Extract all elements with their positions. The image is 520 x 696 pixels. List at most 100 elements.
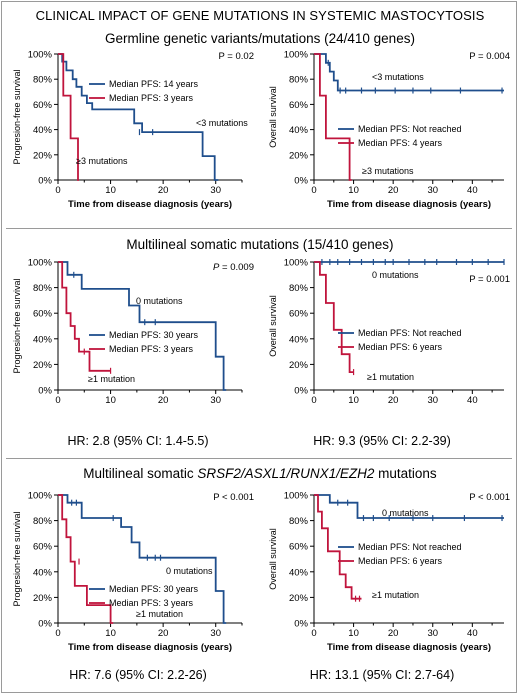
km-curve-high-risk — [58, 261, 111, 372]
y-tick-label: 100% — [284, 491, 309, 502]
y-axis-label: Progresion-free survival — [12, 69, 22, 164]
y-tick-label: 100% — [28, 491, 53, 502]
hazard-ratio-multilineal-os: HR: 9.3 (95% CI: 2.2-39) — [313, 434, 451, 448]
y-tick-label: 0% — [38, 386, 52, 397]
series-label: 0 mutations — [166, 566, 213, 576]
gene-names: SRSF2/ASXL1/RUNX1/EZH2 — [197, 466, 375, 481]
y-axis-label: Overall survival — [268, 295, 278, 357]
y-tick-label: 20% — [289, 593, 309, 604]
y-axis-label: Progresion-free survival — [12, 278, 22, 373]
p-value-text: = 0.009 — [219, 262, 254, 273]
section-title-germline: Germline genetic variants/mutations (24/… — [105, 31, 415, 46]
y-tick-label: 20% — [33, 360, 53, 371]
x-tick-label: 10 — [348, 185, 359, 196]
hazard-ratio-srsf2-os: HR: 13.1 (95% CI: 2.7-64) — [309, 668, 455, 682]
x-tick-label: 30 — [427, 185, 438, 196]
legend-label: Median PFS: Not reached — [358, 542, 462, 552]
km-curve-low-risk — [58, 53, 219, 181]
x-tick-label: 10 — [105, 628, 116, 639]
series-label: <3 mutations — [196, 118, 248, 128]
y-axis-label: Overall survival — [268, 86, 278, 148]
series-label: <3 mutations — [372, 72, 424, 82]
km-plot-srsf2-pfs: 0% 20% 40% 60% 80% 100% 0 10 20 30 Progresion-free… — [12, 491, 254, 654]
p-value: P = 0.02 — [219, 51, 255, 62]
y-tick-label: 40% — [33, 125, 53, 136]
x-tick-label: 30 — [210, 185, 221, 196]
x-tick-label: 20 — [388, 628, 399, 639]
km-plot-multilineal-os: 0% 20% 40% 60% 80% 100% 0 10 20 30 40 Overall survi… — [268, 258, 510, 407]
x-tick-label: 10 — [348, 395, 359, 406]
km-curve-low-risk — [58, 261, 227, 391]
y-tick-label: 100% — [28, 258, 53, 269]
x-tick-label: 0 — [55, 395, 60, 406]
p-value-text: < 0.001 — [219, 492, 254, 503]
y-tick-label: 80% — [33, 283, 53, 294]
series-label: ≥1 mutation — [88, 374, 135, 384]
y-tick-label: 60% — [289, 100, 309, 111]
y-tick-label: 60% — [289, 542, 309, 553]
legend-label: Median PFS: Not reached — [358, 328, 462, 338]
p-value: P = 0.009 — [213, 262, 254, 273]
x-axis-label: Time from disease diagnosis (years) — [68, 199, 232, 210]
legend-label: Median PFS: 3 years — [109, 344, 194, 354]
legend-label: Median PFS: 30 years — [109, 330, 199, 340]
km-plot-germline-os: 0% 20% 40% 60% 80% 100% 0 10 20 30 40 Overall survi… — [268, 50, 510, 211]
series-label: 0 mutations — [382, 508, 429, 518]
legend-label: Median PFS: 30 years — [109, 584, 199, 594]
p-value-symbol: P — [469, 274, 475, 285]
y-axis-label: Progresion-free survival — [12, 511, 22, 606]
km-plot-germline-pfs: 0% 20% 40% 60% 80% 100% 0 10 20 30 Progresion-free… — [12, 50, 255, 211]
km-curve-low-risk — [58, 494, 227, 624]
x-tick-label: 10 — [105, 395, 116, 406]
x-axis-label: Time from disease diagnosis (years) — [68, 642, 232, 653]
x-tick-label: 40 — [467, 628, 478, 639]
y-tick-label: 80% — [289, 75, 309, 86]
legend-label: Median PFS: 3 years — [109, 598, 194, 608]
y-tick-label: 40% — [289, 125, 309, 136]
km-plot-srsf2-os: 0% 20% 40% 60% 80% 100% 0 10 20 30 40 Overall survi… — [268, 491, 510, 654]
x-tick-label: 30 — [210, 628, 221, 639]
series-label: 0 mutations — [372, 270, 419, 280]
y-tick-label: 80% — [289, 516, 309, 527]
x-tick-label: 10 — [348, 628, 359, 639]
y-tick-label: 40% — [289, 567, 309, 578]
y-tick-label: 20% — [289, 150, 309, 161]
p-value-text: = 0.004 — [475, 51, 510, 62]
y-tick-label: 100% — [28, 50, 53, 61]
y-tick-label: 80% — [33, 75, 53, 86]
y-tick-label: 60% — [289, 309, 309, 320]
p-value-symbol: P — [469, 51, 475, 62]
x-tick-label: 20 — [388, 395, 399, 406]
y-tick-label: 60% — [33, 100, 53, 111]
km-curve-high-risk — [58, 494, 114, 624]
legend-label: Median PFS: 4 years — [358, 138, 443, 148]
y-tick-label: 0% — [294, 176, 308, 187]
x-tick-label: 20 — [388, 185, 399, 196]
y-tick-label: 40% — [33, 334, 53, 345]
section-divider — [6, 458, 512, 459]
y-axis-label: Overall survival — [268, 528, 278, 590]
y-tick-label: 20% — [289, 360, 309, 371]
km-plot-multilineal-pfs: 0% 20% 40% 60% 80% 100% 0 10 20 30 Progresion-free… — [12, 258, 254, 407]
x-tick-label: 0 — [55, 185, 60, 196]
p-value-text: = 0.02 — [225, 51, 254, 62]
series-label: 0 mutations — [136, 296, 183, 306]
legend-label: Median PFS: 6 years — [358, 556, 443, 566]
km-curve-high-risk — [314, 261, 354, 373]
x-tick-label: 40 — [467, 185, 478, 196]
x-tick-label: 30 — [427, 628, 438, 639]
x-tick-label: 40 — [467, 395, 478, 406]
x-tick-label: 30 — [210, 395, 221, 406]
x-tick-label: 20 — [158, 395, 169, 406]
y-tick-label: 80% — [33, 516, 53, 527]
x-tick-label: 0 — [311, 185, 316, 196]
y-tick-label: 80% — [289, 283, 309, 294]
series-label: ≥1 mutation — [136, 609, 183, 619]
x-tick-label: 30 — [427, 395, 438, 406]
p-value-text: < 0.001 — [475, 492, 510, 503]
km-curve-high-risk — [314, 53, 352, 181]
hazard-ratio-srsf2-pfs: HR: 7.6 (95% CI: 2.2-26) — [69, 668, 207, 682]
km-curve-low-risk — [314, 494, 504, 519]
